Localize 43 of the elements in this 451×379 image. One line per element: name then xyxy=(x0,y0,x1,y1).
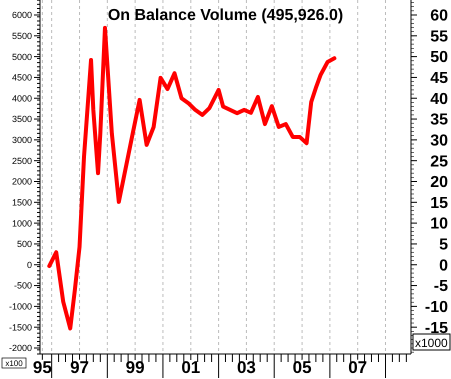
y-tick-label: 4000 xyxy=(12,93,32,104)
y-tick-label: -1500 xyxy=(8,322,32,332)
y2-tick-label: 55 xyxy=(430,28,448,46)
x-tick-label: 03 xyxy=(236,358,256,377)
y-tick-label: 5000 xyxy=(12,52,32,62)
y-tick-label: -2000 xyxy=(8,343,32,354)
chart-title: On Balance Volume (495,926.0) xyxy=(108,7,344,24)
y2-tick-label: 20 xyxy=(430,174,448,192)
y-tick-label: 3000 xyxy=(12,135,32,146)
y2-tick-label: 45 xyxy=(430,70,448,88)
y2-tick-label: 15 xyxy=(430,194,448,212)
y-tick-label: 2000 xyxy=(12,176,32,187)
x-tick-label: 05 xyxy=(292,358,312,377)
y2-tick-label: 25 xyxy=(430,153,448,170)
y2-tick-label: 10 xyxy=(430,216,448,233)
y2-tick-label: 5 xyxy=(439,236,448,254)
y-tick-label: 3500 xyxy=(12,114,32,124)
y-axis-title: x100 xyxy=(5,359,24,368)
x-tick-label: 97 xyxy=(70,358,89,377)
y2-tick-label: 60 xyxy=(430,8,448,25)
x-tick-label: 01 xyxy=(181,358,200,377)
y-tick-label: -500 xyxy=(14,280,32,291)
y2-tick-label: 50 xyxy=(430,49,448,66)
y2-tick-label: -10 xyxy=(424,298,448,316)
x-tick-label: 07 xyxy=(348,358,368,377)
y2-tick-label: 35 xyxy=(430,112,448,129)
y2-axis-title: x1000 xyxy=(415,336,448,350)
x-tick-label: 99 xyxy=(126,358,145,377)
y-tick-label: 6000 xyxy=(12,10,32,20)
y2-tick-label: 0 xyxy=(439,257,448,274)
y-tick-label: 500 xyxy=(16,239,32,250)
y-tick-label: 0 xyxy=(26,260,32,270)
y2-tick-label: -15 xyxy=(424,320,448,337)
y-tick-label: -1000 xyxy=(8,302,32,312)
y2-tick-label: 30 xyxy=(430,132,448,150)
y-tick-label: 4500 xyxy=(12,72,32,83)
y2-tick-label: 40 xyxy=(430,90,448,108)
line-series xyxy=(47,26,336,330)
y2-tick-label: -5 xyxy=(434,278,448,296)
y-tick-label: 5500 xyxy=(12,30,32,41)
y-tick-label: 2500 xyxy=(12,156,32,166)
y-tick-label: 1000 xyxy=(12,218,32,228)
y-tick-label: 1500 xyxy=(12,197,32,208)
